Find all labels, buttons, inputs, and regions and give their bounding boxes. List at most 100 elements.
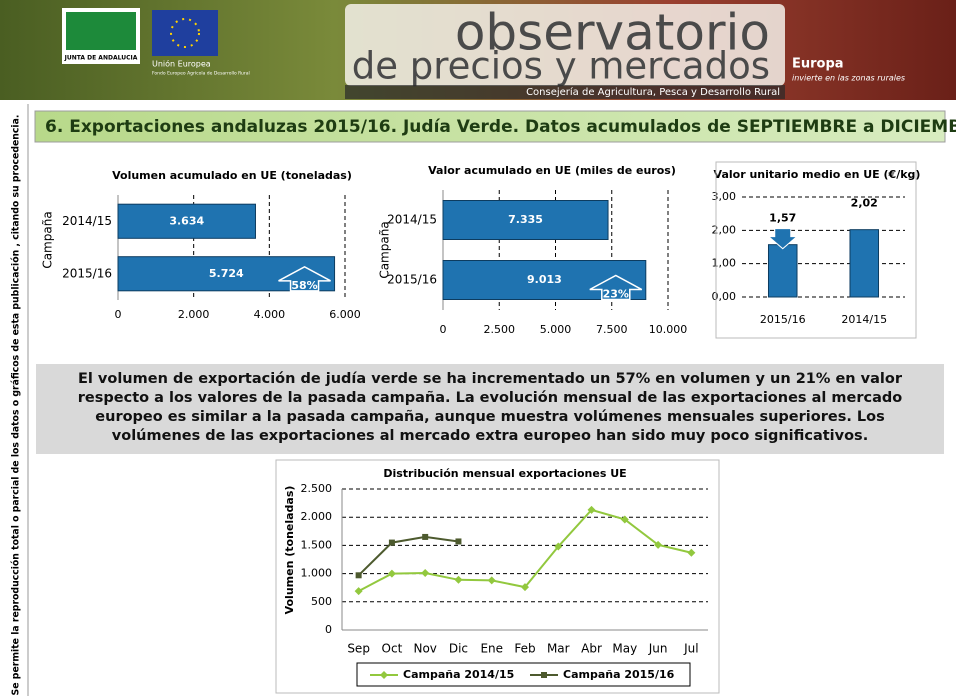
subtitle-strip — [345, 85, 785, 99]
eu-stars — [170, 18, 200, 48]
y-tick-label: 3,00 — [712, 190, 737, 203]
marker — [454, 575, 463, 584]
title-panel — [345, 4, 785, 86]
summary: El volumen de exportación de judía verde… — [36, 364, 944, 454]
change-label: 58% — [291, 279, 317, 292]
marker — [521, 583, 529, 592]
bar — [849, 229, 880, 298]
x-tick-label: 6.000 — [329, 308, 361, 321]
y-tick-label: 1,00 — [712, 257, 737, 270]
marker — [355, 572, 362, 579]
x-tick-label: Sep — [347, 642, 370, 656]
header-title: de precios y mercados — [352, 45, 770, 88]
x-tick-label: Ene — [480, 642, 503, 656]
bar — [767, 244, 798, 298]
marker — [654, 540, 663, 549]
x-tick-label: 7.500 — [596, 323, 628, 336]
europa-slogan: invierte en las zonas rurales — [792, 74, 905, 83]
x-tick-label: Mar — [547, 642, 570, 656]
marker — [587, 505, 596, 514]
x-tick-label: Feb — [514, 642, 535, 656]
value-label: 2,02 — [851, 197, 878, 210]
x-tick-label: Jun — [648, 642, 668, 656]
value-label: 5.724 — [209, 267, 244, 280]
section-title: 6. Exportaciones andaluzas 2015/16. Judí… — [45, 117, 956, 137]
legend-box — [356, 662, 691, 687]
header-title: observatorio — [455, 4, 770, 62]
junta-emblem — [66, 12, 136, 50]
x-tick-label: Abr — [581, 642, 602, 656]
header-subtitle: Consejería de Agricultura, Pesca y Desar… — [526, 86, 780, 98]
value-label: 9.013 — [527, 273, 562, 286]
y-tick-label: 2.000 — [301, 510, 333, 523]
x-tick-label: 2.000 — [178, 308, 210, 321]
y-tick-label: 1.000 — [301, 567, 333, 580]
y-axis-label: Campaña — [41, 211, 55, 268]
bar — [442, 200, 609, 240]
change-arrow — [278, 265, 331, 292]
legend-label: Campaña 2014/15 — [403, 668, 514, 681]
category-label: 2014/15 — [387, 213, 437, 227]
value-label: 1,57 — [769, 212, 796, 225]
bar — [117, 203, 256, 239]
legend-marker — [541, 672, 547, 678]
change-arrow — [589, 274, 643, 301]
marker — [620, 515, 629, 524]
marker — [421, 569, 430, 578]
x-tick-label: Dic — [449, 642, 468, 656]
chart-title: Volumen acumulado en UE (toneladas) — [112, 169, 352, 182]
x-tick-label: 0 — [440, 323, 447, 336]
chart-frame — [715, 161, 917, 339]
chart-frame — [275, 459, 720, 694]
category-label: 2015/16 — [760, 313, 806, 326]
series-line — [358, 508, 692, 592]
marker — [687, 548, 696, 557]
chart-title: Valor acumulado en UE (miles de euros) — [428, 164, 676, 177]
y-tick-label: 2,00 — [712, 223, 737, 236]
y-tick-label: 2.500 — [301, 482, 333, 495]
change-arrow — [767, 228, 799, 250]
y-axis-label: Volumen (toneladas) — [283, 486, 296, 615]
marker — [422, 533, 429, 540]
x-tick-label: 5.000 — [540, 323, 572, 336]
x-tick-label: Nov — [413, 642, 436, 656]
legend-label: Campaña 2015/16 — [563, 668, 675, 681]
chart-title: Valor unitario medio en UE (€/kg) — [714, 168, 921, 181]
x-tick-label: Jul — [683, 642, 698, 656]
marker — [354, 587, 363, 596]
x-tick-label: 0 — [115, 308, 122, 321]
marker — [487, 576, 496, 585]
series-line — [357, 535, 459, 577]
eu-fund-label: Fondo Europeo Agrícola de Desarrollo Rur… — [152, 70, 250, 77]
x-tick-label: 2.500 — [484, 323, 516, 336]
x-tick-label: Oct — [382, 642, 403, 656]
value-label: 7.335 — [508, 213, 543, 226]
eu-label: Unión Europea — [152, 59, 211, 69]
section-title-box — [34, 110, 946, 143]
marker — [554, 542, 563, 551]
marker — [387, 569, 396, 578]
marker — [455, 538, 462, 545]
value-label: 3.634 — [169, 214, 204, 227]
sidebar-text: Se permite la reproducción total o parci… — [11, 115, 22, 696]
y-tick-label: 500 — [311, 595, 332, 608]
y-axis-label: Campaña — [378, 221, 392, 278]
category-label: 2015/16 — [387, 273, 437, 287]
legend-marker — [380, 671, 388, 679]
x-tick-label: May — [612, 642, 637, 656]
europa-label: Europa — [792, 57, 844, 72]
change-label: 23% — [603, 288, 629, 301]
category-label: 2014/15 — [841, 313, 887, 326]
junta-label: JUNTA DE ANDALUCIA — [64, 55, 138, 62]
y-tick-label: 1.500 — [301, 538, 333, 551]
marker — [388, 539, 395, 546]
chart-title: Distribución mensual exportaciones UE — [383, 467, 626, 480]
x-tick-label: 10.000 — [649, 323, 688, 336]
y-tick-label: 0 — [325, 623, 332, 636]
eu-flag — [152, 10, 218, 56]
category-label: 2015/16 — [62, 266, 112, 280]
y-tick-label: 0,00 — [712, 290, 737, 303]
category-label: 2014/15 — [62, 214, 112, 228]
